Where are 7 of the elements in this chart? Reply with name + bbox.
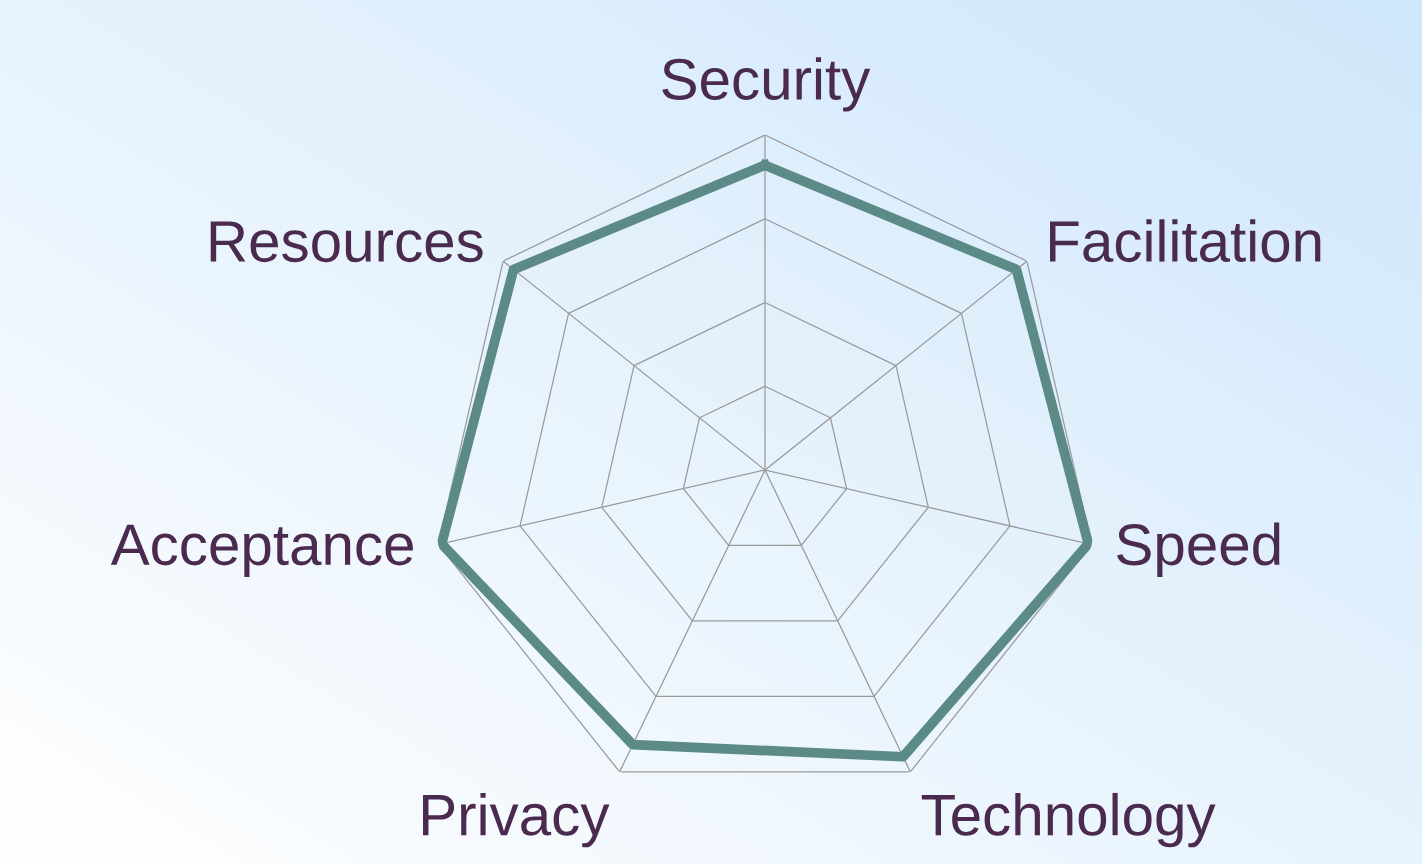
spoke-label: Facilitation <box>1050 219 1321 263</box>
spoke-label: Acceptance <box>110 524 413 577</box>
spoke-label: Security <box>662 57 871 112</box>
spoke-label: Technology <box>921 792 1216 848</box>
spoke-label: Resources <box>210 221 483 263</box>
spoke-label: Speed <box>1117 522 1280 577</box>
spoke-label: Privacy <box>423 792 610 848</box>
